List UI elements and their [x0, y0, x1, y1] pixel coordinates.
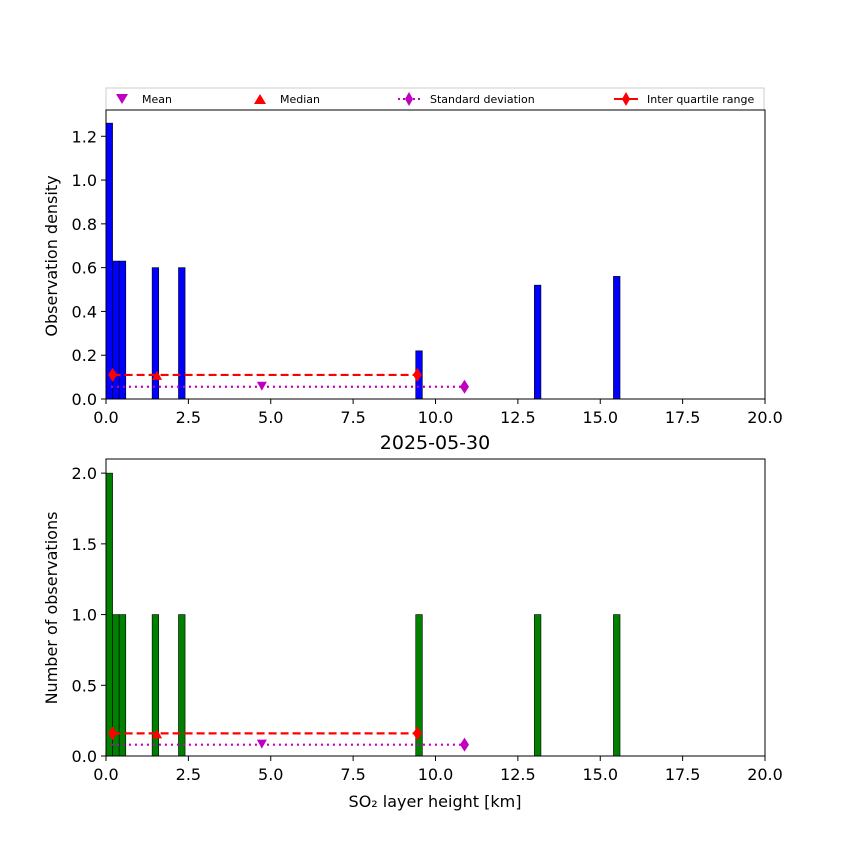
x-tick-label: 0.0 [93, 765, 118, 784]
x-tick-label: 15.0 [582, 765, 618, 784]
y-tick-label: 1.0 [72, 606, 97, 625]
x-tick-label: 12.5 [500, 765, 536, 784]
x-tick-label: 5.0 [258, 408, 283, 427]
histogram-bar [178, 267, 186, 400]
legend-label-iqr: Inter quartile range [647, 93, 754, 106]
y-tick-label: 0.4 [72, 302, 97, 321]
median-marker-icon [254, 94, 266, 104]
std-marker [459, 737, 469, 752]
x-tick-label: 0.0 [93, 408, 118, 427]
mean-marker [256, 739, 267, 749]
legend-item-std: Standard deviation [398, 92, 535, 106]
histogram-bar [118, 260, 127, 400]
histogram-bar [534, 284, 542, 400]
iqr-marker-icon [622, 92, 630, 106]
y-tick-label: 0.0 [72, 747, 97, 766]
y-tick-label: 0.6 [72, 259, 97, 278]
x-tick-label: 2.5 [176, 765, 201, 784]
x-tick-label: 7.5 [340, 765, 365, 784]
iqr-marker [412, 367, 422, 382]
histogram-bar [118, 614, 127, 757]
histogram-bar [178, 614, 186, 757]
histogram-bar [105, 472, 113, 757]
median-marker [152, 729, 163, 739]
count-panel: 2025-05-30 Number of observations SO₂ la… [42, 432, 783, 811]
x-axis-label: SO₂ layer height [km] [349, 792, 522, 811]
x-tick-label: 12.5 [500, 408, 536, 427]
y-tick-label: 1.5 [72, 535, 97, 554]
axes-frame [105, 109, 766, 400]
legend: Mean Median Standard deviation Inter qua… [105, 87, 765, 111]
legend-label-median: Median [280, 93, 320, 106]
y-tick-label: 0.8 [72, 215, 97, 234]
y-axis-label: Observation density [42, 175, 61, 336]
legend-item-mean: Mean [116, 93, 172, 106]
histogram-bar [613, 276, 621, 400]
histogram-bar [534, 614, 542, 757]
iqr-marker [108, 367, 118, 382]
y-tick-label: 0.5 [72, 676, 97, 695]
std-marker-icon [405, 92, 413, 106]
legend-item-iqr: Inter quartile range [614, 92, 754, 106]
x-tick-label: 17.5 [665, 408, 701, 427]
y-tick-label: 0.0 [72, 390, 97, 409]
x-tick-label: 20.0 [747, 408, 783, 427]
x-tick-label: 20.0 [747, 765, 783, 784]
iqr-marker [412, 726, 422, 741]
legend-item-median: Median [254, 93, 320, 106]
iqr-marker [108, 726, 118, 741]
x-tick-label: 7.5 [340, 408, 365, 427]
axes-frame [105, 458, 766, 757]
histogram-bar [105, 122, 113, 400]
mean-marker-icon [116, 94, 128, 104]
y-axis-label: Number of observations [42, 512, 61, 705]
y-tick-label: 1.0 [72, 171, 97, 190]
y-tick-label: 1.2 [72, 127, 97, 146]
mean-marker [256, 381, 267, 391]
legend-label-std: Standard deviation [430, 93, 535, 106]
legend-label-mean: Mean [142, 93, 172, 106]
x-tick-label: 10.0 [418, 408, 454, 427]
x-tick-label: 17.5 [665, 765, 701, 784]
histogram-bar [613, 614, 621, 757]
x-tick-label: 10.0 [418, 765, 454, 784]
x-tick-label: 2.5 [176, 408, 201, 427]
x-tick-label: 5.0 [258, 765, 283, 784]
median-marker [152, 370, 163, 380]
std-marker [459, 379, 469, 394]
y-tick-label: 2.0 [72, 464, 97, 483]
density-panel: Observation density 0.0 2.5 5.0 7.5 10.0 12.5… [42, 109, 783, 427]
y-tick-label: 0.2 [72, 346, 97, 365]
panel-title: 2025-05-30 [380, 432, 490, 454]
x-tick-label: 15.0 [582, 408, 618, 427]
